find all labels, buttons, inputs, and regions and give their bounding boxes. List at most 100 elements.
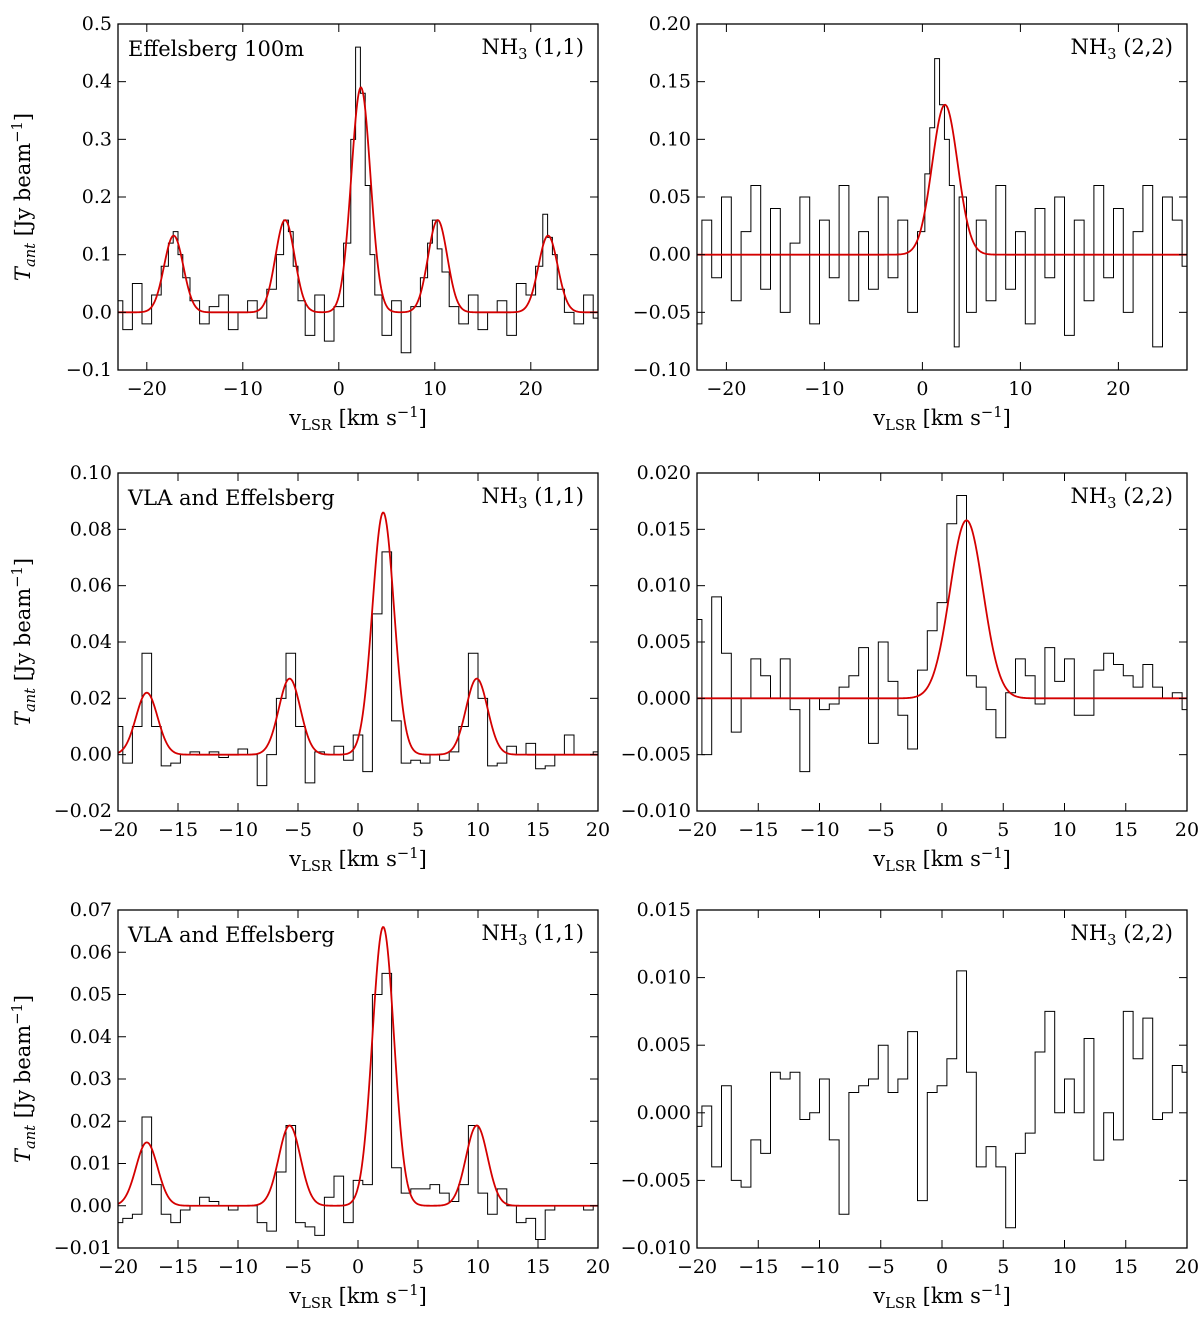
x-tick-label: −15 — [738, 819, 778, 841]
x-tick-label: 10 — [1052, 1256, 1076, 1278]
panel-middle-left: −20 −15 −10 −5 0 5 10 15 20 −0.02 0.00 0.02 0.04 0.06… — [9, 462, 610, 875]
x-tick-label: −20 — [706, 378, 746, 400]
observed-spectrum-step — [118, 46, 598, 354]
y-tick-label: 0.0 — [82, 301, 112, 323]
x-tick-label: 0 — [352, 819, 364, 841]
gaussian-fit-curve — [118, 926, 598, 1207]
y-tick-label: −0.1 — [66, 359, 112, 381]
y-tick-label: 0.1 — [82, 244, 112, 266]
x-tick-label: 10 — [423, 378, 447, 400]
x-tick-label: 0 — [352, 1256, 364, 1278]
x-axis-label: vLSR [km s−1] — [288, 1282, 427, 1312]
y-tick-label: −0.02 — [54, 800, 112, 822]
x-tick-label: 5 — [412, 1256, 424, 1278]
x-tick-label: 20 — [586, 1256, 610, 1278]
x-tick-label: −15 — [158, 1256, 198, 1278]
y-tick-label: 0.4 — [82, 71, 112, 93]
panel-bottom-left: −20 −15 −10 −5 0 5 10 15 20 −0.01 0.00 0.01 0.02 0.03… — [9, 899, 610, 1312]
y-tick-label: 0.04 — [70, 1026, 112, 1048]
gaussian-fit-curve — [697, 103, 1187, 256]
panel-title-right: NH3 (1,1) — [481, 921, 584, 949]
y-tick-label: 0.2 — [82, 186, 112, 208]
x-tick-label: −20 — [98, 1256, 138, 1278]
y-tick-label: 0.01 — [70, 1153, 112, 1175]
y-tick-label: 0.05 — [70, 984, 112, 1006]
y-tick-label: 0.07 — [70, 899, 112, 921]
x-tick-label: −10 — [804, 378, 844, 400]
panel-top-right: −20 −10 0 10 20 −0.10 −0.05 0.00 0.05 0.10 0.15 0.2… — [633, 13, 1188, 434]
x-axis-label: vLSR [km s−1] — [872, 1282, 1011, 1312]
x-tick-label: 10 — [1052, 819, 1076, 841]
y-tick-label: 0.02 — [70, 687, 112, 709]
y-tick-label: 0.010 — [637, 575, 691, 597]
y-tick-label: −0.005 — [621, 744, 691, 766]
y-tick-label: 0.10 — [649, 128, 691, 150]
y-tick-label: −0.005 — [621, 1169, 691, 1191]
panel-title-left: VLA and Effelsberg — [127, 923, 335, 947]
y-tick-label: 0.05 — [649, 186, 691, 208]
gaussian-fit-curve — [697, 519, 1187, 700]
gaussian-fit-curve — [118, 86, 598, 314]
y-axis-label: Tant [Jy beam−1] — [9, 995, 39, 1163]
observed-spectrum-step — [118, 972, 598, 1241]
axes-frame — [117, 472, 599, 812]
x-tick-label: 0 — [936, 819, 948, 841]
y-tick-label: 0.000 — [637, 687, 691, 709]
y-tick-label: 0.10 — [70, 462, 112, 484]
y-tick-label: 0.005 — [637, 631, 691, 653]
x-tick-label: −20 — [98, 819, 138, 841]
y-tick-label: 0.06 — [70, 575, 112, 597]
y-tick-label: 0.015 — [637, 899, 691, 921]
panel-title-right: NH3 (1,1) — [481, 484, 584, 512]
x-tick-label: −5 — [867, 1256, 895, 1278]
y-tick-label: 0.000 — [637, 1102, 691, 1124]
x-tick-label: 5 — [997, 1256, 1009, 1278]
y-tick-label: −0.05 — [633, 301, 691, 323]
x-tick-label: −5 — [284, 1256, 312, 1278]
y-tick-label: 0.010 — [637, 967, 691, 989]
y-tick-label: −0.10 — [633, 359, 691, 381]
x-tick-label: 5 — [997, 819, 1009, 841]
y-tick-label: 0.5 — [82, 13, 112, 35]
y-tick-label: −0.010 — [621, 800, 691, 822]
y-tick-label: 0.3 — [82, 128, 112, 150]
x-tick-label: 20 — [1175, 819, 1199, 841]
x-tick-label: 20 — [1106, 378, 1130, 400]
x-tick-label: 10 — [466, 1256, 490, 1278]
axes-frame — [696, 23, 1188, 371]
panel-title-left: Effelsberg 100m — [128, 37, 304, 61]
y-tick-label: −0.010 — [621, 1237, 691, 1259]
x-tick-label: 20 — [586, 819, 610, 841]
x-tick-label: 15 — [526, 819, 550, 841]
gaussian-fit-curve — [118, 511, 598, 756]
x-tick-label: 0 — [916, 378, 928, 400]
panel-title-right: NH3 (2,2) — [1070, 35, 1173, 63]
y-tick-label: 0.15 — [649, 71, 691, 93]
y-tick-label: 0.00 — [649, 244, 691, 266]
panel-title-right: NH3 (2,2) — [1070, 484, 1173, 512]
x-tick-label: 5 — [412, 819, 424, 841]
x-tick-label: −10 — [799, 819, 839, 841]
panel-title-right: NH3 (1,1) — [481, 35, 584, 63]
x-tick-label: −15 — [738, 1256, 778, 1278]
y-tick-label: 0.08 — [70, 518, 112, 540]
x-tick-label: −15 — [158, 819, 198, 841]
y-tick-label: 0.06 — [70, 941, 112, 963]
panel-bottom-right: −20 −15 −10 −5 0 5 10 15 20 −0.010 −0.005 0.000 0.00… — [621, 899, 1199, 1312]
x-tick-label: −10 — [218, 819, 258, 841]
x-tick-label: −5 — [284, 819, 312, 841]
y-tick-label: −0.01 — [54, 1237, 112, 1259]
observed-spectrum-step — [697, 58, 1187, 348]
x-tick-label: −20 — [127, 378, 167, 400]
panel-middle-right: −20 −15 −10 −5 0 5 10 15 20 −0.010 −0.005 0.000 0.00… — [621, 462, 1199, 875]
y-tick-label: 0.04 — [70, 631, 112, 653]
x-tick-label: −20 — [677, 1256, 717, 1278]
x-tick-label: 20 — [519, 378, 543, 400]
y-tick-label: 0.02 — [70, 1110, 112, 1132]
x-tick-label: 20 — [1175, 1256, 1199, 1278]
observed-spectrum-step — [697, 970, 1187, 1229]
x-tick-label: −20 — [677, 819, 717, 841]
x-tick-label: 10 — [466, 819, 490, 841]
y-tick-label: 0.015 — [637, 518, 691, 540]
